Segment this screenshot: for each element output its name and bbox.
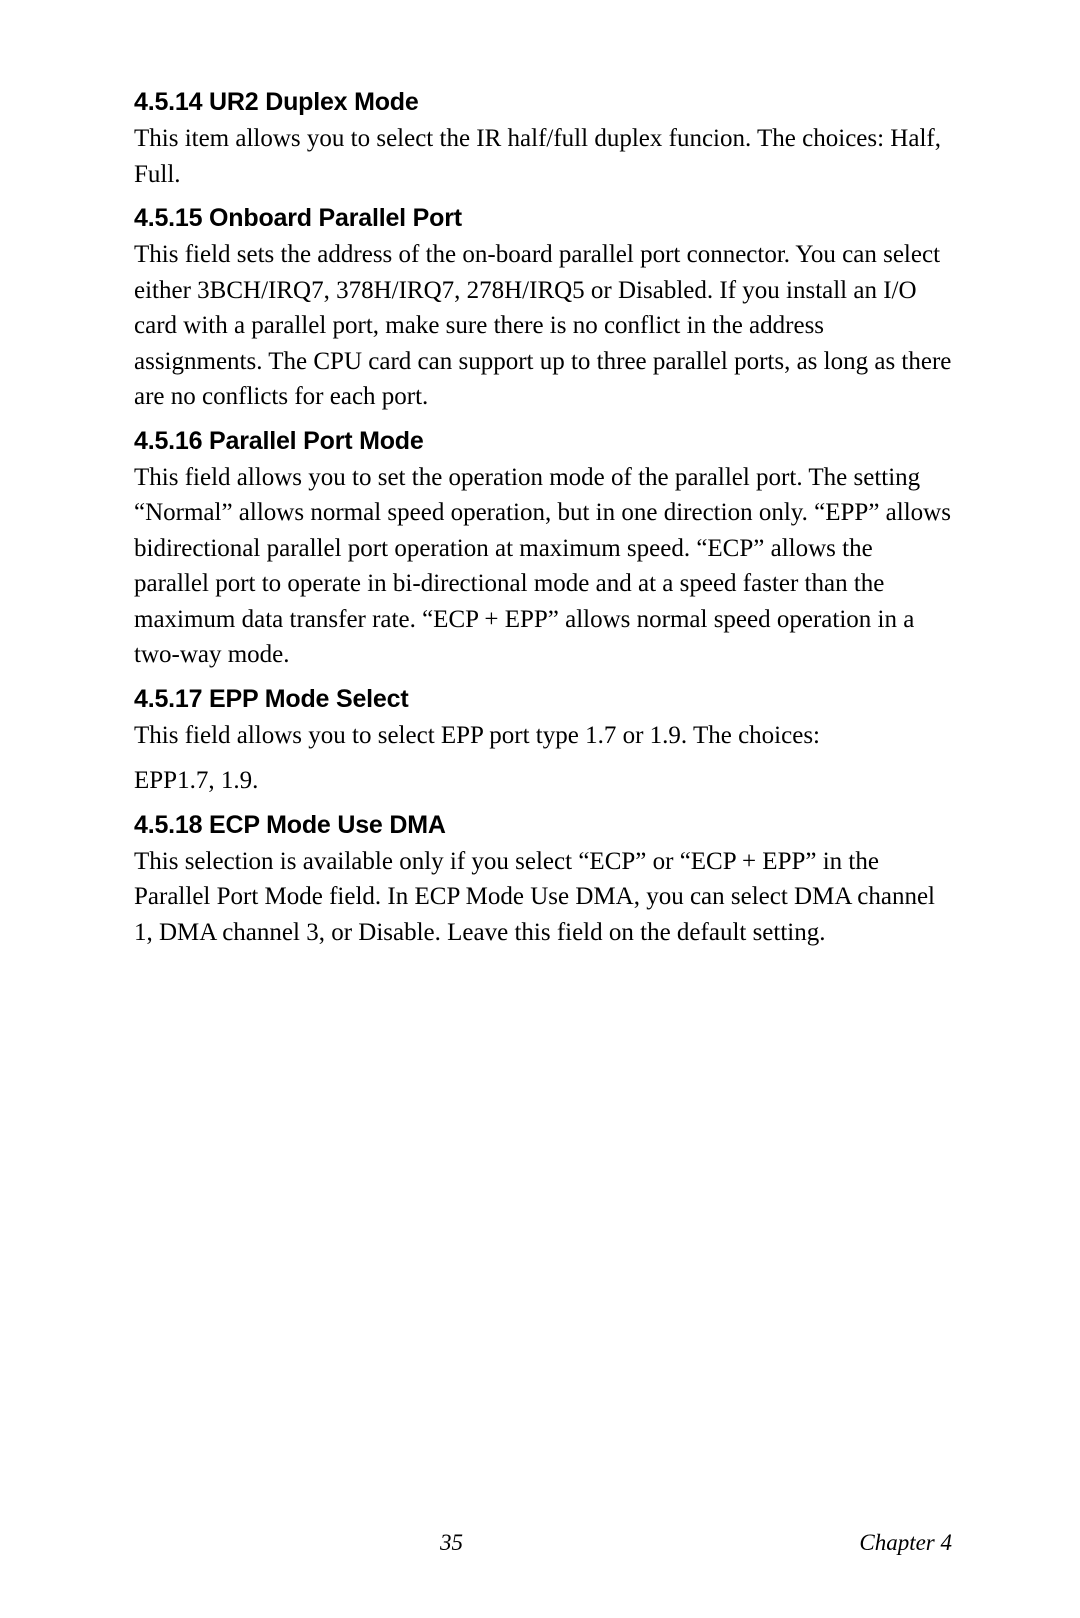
section-heading: 4.5.18 ECP Mode Use DMA <box>134 811 952 840</box>
section-body-line1: This field allows you to select EPP port… <box>134 718 952 754</box>
section-body-line2: EPP1.7, 1.9. <box>134 763 952 799</box>
section-heading: 4.5.17 EPP Mode Select <box>134 685 952 714</box>
section-4.5.15: 4.5.15 Onboard Parallel Port This field … <box>134 204 952 415</box>
section-heading: 4.5.15 Onboard Parallel Port <box>134 204 952 233</box>
section-body: This field allows you to set the operati… <box>134 460 952 673</box>
section-4.5.14: 4.5.14 UR2 Duplex Mode This item allows … <box>134 88 952 192</box>
section-4.5.17: 4.5.17 EPP Mode Select This field allows… <box>134 685 952 799</box>
page-number: 35 <box>440 1530 463 1556</box>
section-4.5.18: 4.5.18 ECP Mode Use DMA This selection i… <box>134 811 952 951</box>
section-body: This item allows you to select the IR ha… <box>134 121 952 192</box>
section-heading: 4.5.16 Parallel Port Mode <box>134 427 952 456</box>
section-body: This field sets the address of the on-bo… <box>134 237 952 415</box>
section-4.5.16: 4.5.16 Parallel Port Mode This field all… <box>134 427 952 673</box>
chapter-label: Chapter 4 <box>859 1530 952 1556</box>
section-body: This selection is available only if you … <box>134 844 952 951</box>
section-heading: 4.5.14 UR2 Duplex Mode <box>134 88 952 117</box>
page-footer: 35 Chapter 4 <box>134 1530 952 1556</box>
